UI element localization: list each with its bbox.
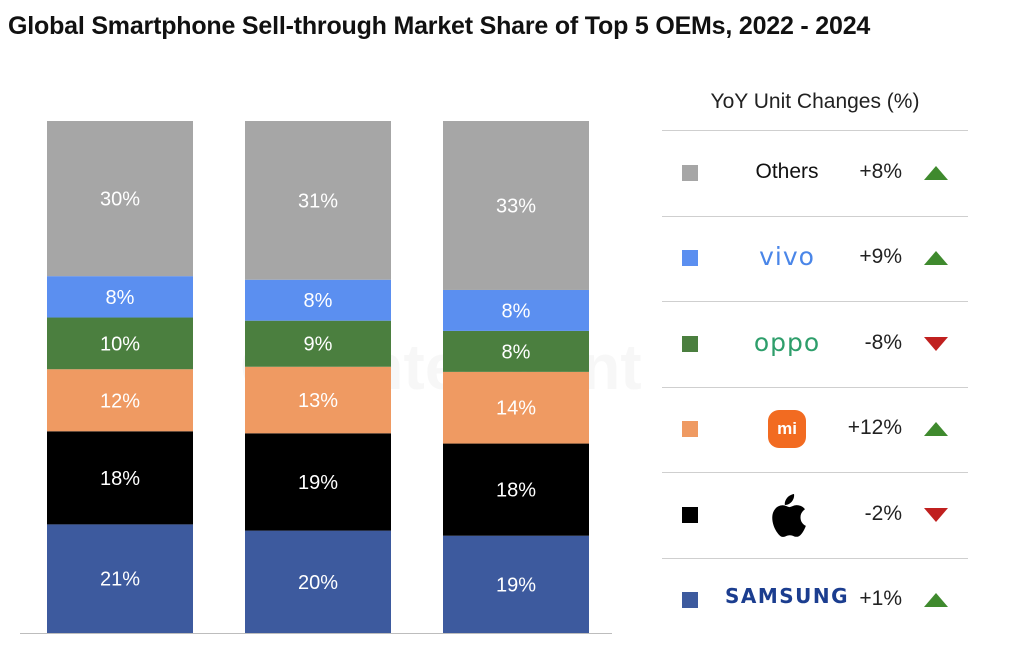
legend-brand-text-oppo: oppo xyxy=(753,327,821,357)
legend-swatch-others xyxy=(682,164,698,181)
data-label-vivo-2022: 8% xyxy=(106,287,135,309)
data-label-oppo-2022: 10% xyxy=(100,333,140,355)
legend-item-samsung: SAMSUNG +1% xyxy=(662,558,968,643)
bar-segment-apple-2022 xyxy=(47,431,193,525)
legend-brand-text-vivo: vivo xyxy=(759,242,815,272)
triangle-down-icon xyxy=(924,507,948,522)
legend-item-vivo: vivo +9% xyxy=(662,216,968,301)
legend-change-oppo: -8% xyxy=(864,330,902,354)
legend-item-xiaomi: mi +12% xyxy=(662,387,968,472)
legend-swatch-vivo xyxy=(682,250,698,267)
legend-brand-apple xyxy=(722,491,852,544)
legend-swatch-samsung xyxy=(682,592,698,609)
bar-segment-oppo-2023 xyxy=(245,320,391,367)
legend-divider-top xyxy=(662,130,968,131)
legend-change-xiaomi: +12% xyxy=(847,416,902,440)
legend-swatch-apple xyxy=(682,506,698,523)
data-label-samsung-2022: 21% xyxy=(100,569,140,591)
chart-title: Global Smartphone Sell-through Market Sh… xyxy=(8,12,871,40)
data-label-apple-2023: 19% xyxy=(298,472,338,494)
legend-divider-5 xyxy=(662,557,968,559)
apple-logo-icon xyxy=(772,493,806,537)
legend-brand-vivo: vivo xyxy=(722,242,852,271)
bar-segment-apple-2024 xyxy=(443,443,589,536)
legend-brand-oppo: oppo xyxy=(722,328,852,357)
bar-segment-xiaomi-2024 xyxy=(443,371,589,444)
data-label-xiaomi-2022: 12% xyxy=(100,390,140,412)
legend-change-others: +8% xyxy=(859,159,902,183)
triangle-down-icon xyxy=(924,336,948,351)
legend-brand-xiaomi: mi xyxy=(722,410,852,449)
legend-divider-1 xyxy=(662,215,968,217)
bar-segment-samsung-2024 xyxy=(443,535,589,633)
legend-swatch-xiaomi xyxy=(682,421,698,438)
data-label-xiaomi-2024: 14% xyxy=(496,398,536,420)
bar-segment-oppo-2024 xyxy=(443,330,589,372)
triangle-up-icon xyxy=(924,422,948,437)
legend-change-samsung: +1% xyxy=(859,587,902,611)
legend-change-vivo: +9% xyxy=(859,245,902,269)
legend-brand-text-others: Others xyxy=(755,159,819,183)
triangle-up-icon xyxy=(924,251,948,266)
legend-item-oppo: oppo -8% xyxy=(662,301,968,386)
legend-item-apple: -2% xyxy=(662,472,968,557)
data-label-oppo-2023: 9% xyxy=(304,334,333,356)
bar-segment-samsung-2023 xyxy=(245,530,391,633)
legend-item-others: Others +8% xyxy=(662,130,968,215)
data-label-oppo-2024: 8% xyxy=(502,341,531,363)
legend-header: YoY Unit Changes (%) xyxy=(710,90,920,113)
data-label-vivo-2024: 8% xyxy=(502,300,531,322)
legend-brand-text-samsung: SAMSUNG xyxy=(724,584,850,609)
data-label-others-2023: 31% xyxy=(298,190,338,212)
bar-segment-xiaomi-2022 xyxy=(47,369,193,432)
legend-divider-2 xyxy=(662,301,968,302)
triangle-up-icon xyxy=(924,165,948,180)
bar-segment-vivo-2024 xyxy=(443,289,589,331)
data-label-vivo-2023: 8% xyxy=(304,290,333,312)
bar-segment-apple-2023 xyxy=(245,433,391,531)
legend-brand-samsung: SAMSUNG xyxy=(722,584,852,608)
bar-segment-others-2023 xyxy=(245,121,391,280)
legend-swatch-oppo xyxy=(682,335,698,352)
data-label-samsung-2023: 20% xyxy=(298,572,338,594)
data-label-apple-2022: 18% xyxy=(100,468,140,490)
data-label-xiaomi-2023: 13% xyxy=(298,390,338,412)
bar-segment-xiaomi-2023 xyxy=(245,366,391,434)
data-label-apple-2024: 18% xyxy=(496,480,536,502)
bar-segment-vivo-2023 xyxy=(245,279,391,321)
legend-brand-others: Others xyxy=(722,160,852,184)
legend-change-apple: -2% xyxy=(864,501,902,525)
legend-divider-3 xyxy=(662,386,968,388)
legend-divider-4 xyxy=(662,472,968,473)
data-label-others-2024: 33% xyxy=(496,195,536,217)
bar-segment-oppo-2022 xyxy=(47,317,193,370)
data-label-samsung-2024: 19% xyxy=(496,574,536,596)
bar-segment-vivo-2022 xyxy=(47,276,193,318)
data-label-others-2022: 30% xyxy=(100,189,140,211)
bar-segment-others-2024 xyxy=(443,121,589,290)
bar-segment-others-2022 xyxy=(47,121,193,277)
xiaomi-logo-icon: mi xyxy=(768,410,806,449)
triangle-up-icon xyxy=(924,593,948,608)
bar-segment-samsung-2022 xyxy=(47,524,193,633)
